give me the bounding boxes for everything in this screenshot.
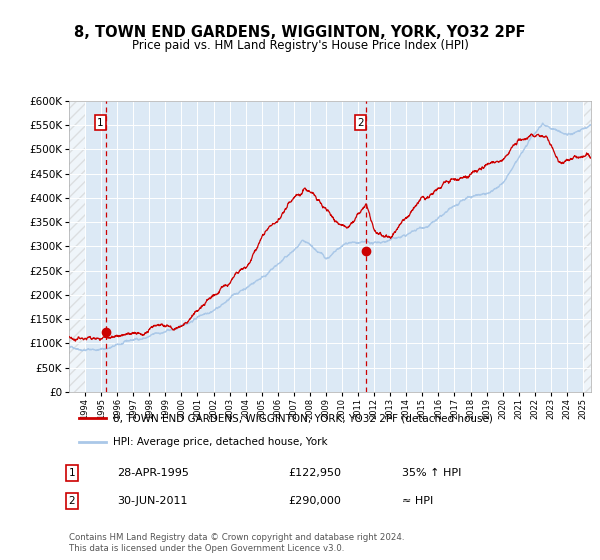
Text: Price paid vs. HM Land Registry's House Price Index (HPI): Price paid vs. HM Land Registry's House … [131, 39, 469, 52]
Text: 2: 2 [68, 496, 76, 506]
Text: 1: 1 [97, 118, 104, 128]
Text: 28-APR-1995: 28-APR-1995 [117, 468, 189, 478]
Text: 8, TOWN END GARDENS, WIGGINTON, YORK, YO32 2PF (detached house): 8, TOWN END GARDENS, WIGGINTON, YORK, YO… [113, 413, 493, 423]
Text: £290,000: £290,000 [288, 496, 341, 506]
Text: Contains HM Land Registry data © Crown copyright and database right 2024.
This d: Contains HM Land Registry data © Crown c… [69, 533, 404, 553]
Text: 1: 1 [68, 468, 76, 478]
Text: 2: 2 [357, 118, 364, 128]
Text: 30-JUN-2011: 30-JUN-2011 [117, 496, 187, 506]
Text: £122,950: £122,950 [288, 468, 341, 478]
Text: ≈ HPI: ≈ HPI [402, 496, 433, 506]
Text: 8, TOWN END GARDENS, WIGGINTON, YORK, YO32 2PF: 8, TOWN END GARDENS, WIGGINTON, YORK, YO… [74, 25, 526, 40]
Text: HPI: Average price, detached house, York: HPI: Average price, detached house, York [113, 436, 328, 446]
Text: 35% ↑ HPI: 35% ↑ HPI [402, 468, 461, 478]
